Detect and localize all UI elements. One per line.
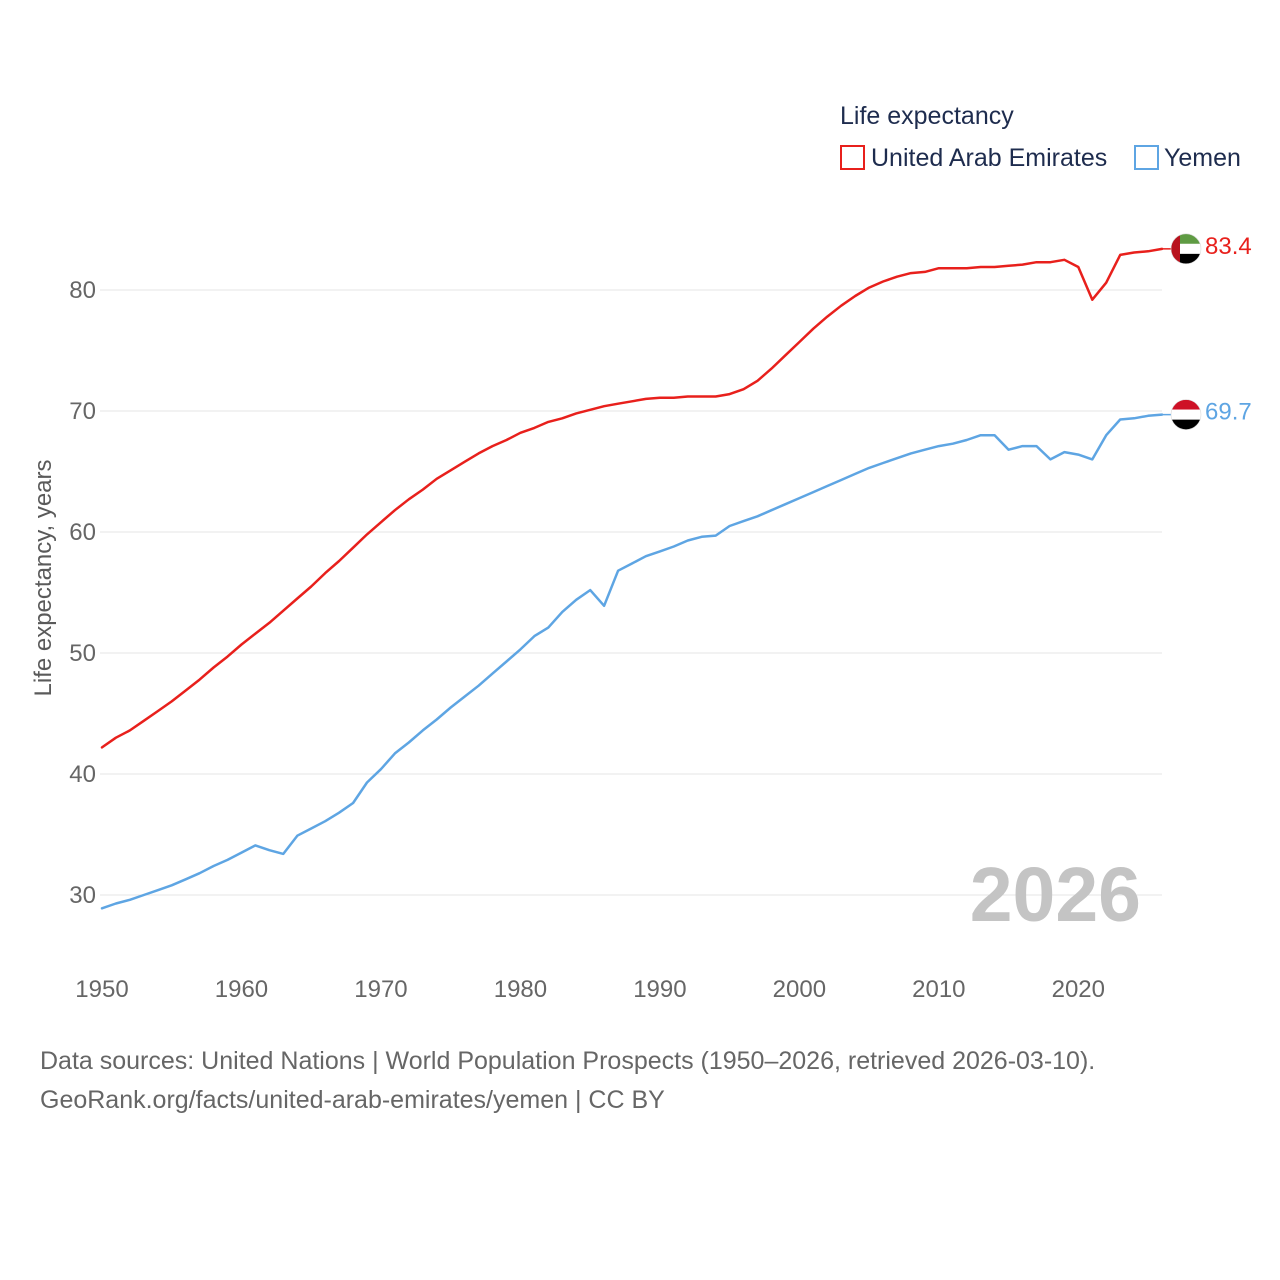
- year-watermark: 2026: [970, 852, 1141, 938]
- x-tick-label-1980: 1980: [494, 976, 547, 1003]
- y-tick-label-80: 80: [69, 277, 96, 304]
- source-line: Data sources: United Nations | World Pop…: [40, 1047, 1095, 1075]
- gridlines: [100, 289, 1162, 896]
- y-axis-tick-labels: 30 40 50 60 70 80: [69, 277, 96, 909]
- legend-item-yemen[interactable]: Yemen: [1134, 144, 1241, 172]
- x-tick-label-2020: 2020: [1052, 976, 1105, 1003]
- uae-flag-icon: [1170, 233, 1202, 265]
- yemen-flag-white-stripe: [1171, 409, 1201, 420]
- y-axis-label: Life expectancy, years: [30, 459, 57, 696]
- yemen-flag-outline: [1170, 399, 1202, 430]
- footer: Data sources: United Nations | World Pop…: [40, 1047, 1095, 1114]
- uae-flag-outline: [1170, 233, 1202, 265]
- x-tick-label-2000: 2000: [773, 976, 826, 1003]
- attribution-line: GeoRank.org/facts/united-arab-emirates/y…: [40, 1086, 665, 1114]
- yemen-flag-body: [1171, 399, 1201, 430]
- legend-item-uae[interactable]: United Arab Emirates: [840, 144, 1107, 172]
- legend-label-yemen: Yemen: [1164, 144, 1241, 172]
- yemen-flag-black-stripe: [1171, 419, 1201, 430]
- end-flags: [1170, 233, 1202, 430]
- uae-flag-red-band: [1171, 233, 1180, 264]
- x-tick-label-1990: 1990: [633, 976, 686, 1003]
- yemen-flag-red-stripe: [1171, 399, 1201, 410]
- x-axis-tick-labels: 1950 1960 1970 1980 1990 2000 2010 2020: [75, 976, 1105, 1003]
- series-lines: [100, 247, 1171, 910]
- uae-flag-body: [1171, 233, 1201, 264]
- legend-swatch-uae: [840, 145, 865, 170]
- legend-swatch-yemen: [1134, 145, 1159, 170]
- uae-flag-white-stripe: [1171, 243, 1201, 254]
- yemen-last-value-label: 69.7: [1205, 399, 1252, 426]
- x-tick-label-1950: 1950: [75, 976, 128, 1003]
- x-tick-label-1960: 1960: [215, 976, 268, 1003]
- y-tick-label-70: 70: [69, 398, 96, 425]
- x-tick-label-1970: 1970: [354, 976, 407, 1003]
- legend-label-uae: United Arab Emirates: [871, 144, 1107, 172]
- uae-last-value-label: 83.4: [1205, 233, 1252, 260]
- y-tick-label-30: 30: [69, 882, 96, 909]
- legend-title: Life expectancy: [840, 102, 1014, 130]
- uae-flag-black-stripe: [1171, 253, 1201, 264]
- uae-flag-green-stripe: [1171, 233, 1201, 244]
- x-tick-label-2010: 2010: [912, 976, 965, 1003]
- uae-series-line: [100, 247, 1164, 749]
- y-tick-label-60: 60: [69, 519, 96, 546]
- y-tick-label-50: 50: [69, 640, 96, 667]
- y-tick-label-40: 40: [69, 761, 96, 788]
- legend: Life expectancy United Arab Emirates Yem…: [840, 102, 1241, 172]
- yemen-flag-icon: [1170, 399, 1202, 430]
- yemen-series-line: [100, 413, 1164, 910]
- end-value-labels: 83.4 69.7: [1205, 233, 1252, 426]
